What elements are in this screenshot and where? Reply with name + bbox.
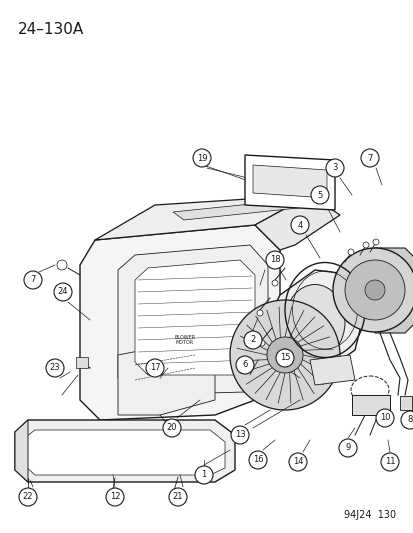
Text: 1: 1: [201, 471, 206, 480]
Circle shape: [24, 271, 42, 289]
Text: 20: 20: [166, 424, 177, 432]
Text: 15: 15: [279, 353, 290, 362]
Polygon shape: [135, 260, 254, 375]
Circle shape: [278, 349, 290, 361]
Text: 2: 2: [250, 335, 255, 344]
Circle shape: [256, 310, 262, 316]
Circle shape: [288, 453, 306, 471]
Polygon shape: [374, 248, 413, 333]
Circle shape: [310, 186, 328, 204]
Circle shape: [400, 411, 413, 429]
Circle shape: [25, 494, 31, 500]
Circle shape: [19, 488, 37, 506]
Polygon shape: [254, 195, 339, 250]
Circle shape: [332, 248, 413, 332]
Circle shape: [230, 300, 339, 410]
Text: 3: 3: [332, 164, 337, 173]
Text: 94J24  130: 94J24 130: [343, 510, 395, 520]
Text: 4: 4: [297, 221, 302, 230]
Polygon shape: [244, 155, 334, 210]
Text: 8: 8: [406, 416, 412, 424]
Text: 7: 7: [366, 154, 372, 163]
Polygon shape: [22, 430, 224, 475]
Circle shape: [347, 249, 353, 255]
Circle shape: [243, 331, 261, 349]
Circle shape: [248, 451, 266, 469]
Text: 22: 22: [23, 492, 33, 502]
Text: 13: 13: [234, 431, 245, 440]
Text: 7: 7: [30, 276, 36, 285]
Circle shape: [290, 216, 308, 234]
Text: 14: 14: [292, 457, 302, 466]
Polygon shape: [15, 420, 235, 482]
Text: 24–130A: 24–130A: [18, 22, 84, 37]
Circle shape: [163, 419, 180, 437]
Text: 24: 24: [57, 287, 68, 296]
Circle shape: [380, 453, 398, 471]
Polygon shape: [269, 270, 364, 375]
Text: 12: 12: [109, 492, 120, 502]
Circle shape: [230, 426, 248, 444]
Ellipse shape: [284, 285, 344, 359]
Circle shape: [106, 488, 124, 506]
Text: BLOWER
MOTOR: BLOWER MOTOR: [174, 335, 195, 345]
Circle shape: [271, 280, 277, 286]
Circle shape: [344, 260, 404, 320]
Circle shape: [259, 340, 264, 346]
Polygon shape: [76, 357, 88, 368]
Polygon shape: [399, 396, 411, 410]
Circle shape: [54, 283, 72, 301]
Polygon shape: [173, 200, 297, 220]
Circle shape: [364, 280, 384, 300]
Circle shape: [360, 149, 378, 167]
Text: 9: 9: [344, 443, 350, 453]
Text: 18: 18: [269, 255, 280, 264]
Polygon shape: [95, 195, 309, 240]
Polygon shape: [80, 225, 279, 420]
Circle shape: [275, 349, 293, 367]
Circle shape: [266, 337, 302, 373]
Text: 17: 17: [150, 364, 160, 373]
Text: 19: 19: [196, 154, 207, 163]
Polygon shape: [351, 395, 389, 415]
Polygon shape: [15, 420, 28, 482]
Circle shape: [195, 466, 212, 484]
Text: 10: 10: [379, 414, 389, 423]
Text: 23: 23: [50, 364, 60, 373]
Text: 11: 11: [384, 457, 394, 466]
Circle shape: [192, 149, 211, 167]
Text: 6: 6: [242, 360, 247, 369]
Circle shape: [325, 159, 343, 177]
Circle shape: [362, 242, 368, 248]
Circle shape: [235, 356, 254, 374]
Circle shape: [372, 239, 378, 245]
Text: 5: 5: [317, 190, 322, 199]
Text: 21: 21: [172, 492, 183, 502]
Circle shape: [375, 409, 393, 427]
Circle shape: [57, 260, 67, 270]
Polygon shape: [118, 340, 214, 415]
Circle shape: [338, 439, 356, 457]
Circle shape: [146, 359, 164, 377]
Polygon shape: [252, 165, 326, 198]
Circle shape: [109, 494, 115, 500]
Circle shape: [46, 359, 64, 377]
Text: 16: 16: [252, 456, 263, 464]
Polygon shape: [118, 245, 267, 395]
Polygon shape: [309, 355, 354, 385]
Circle shape: [266, 251, 283, 269]
Circle shape: [169, 488, 187, 506]
